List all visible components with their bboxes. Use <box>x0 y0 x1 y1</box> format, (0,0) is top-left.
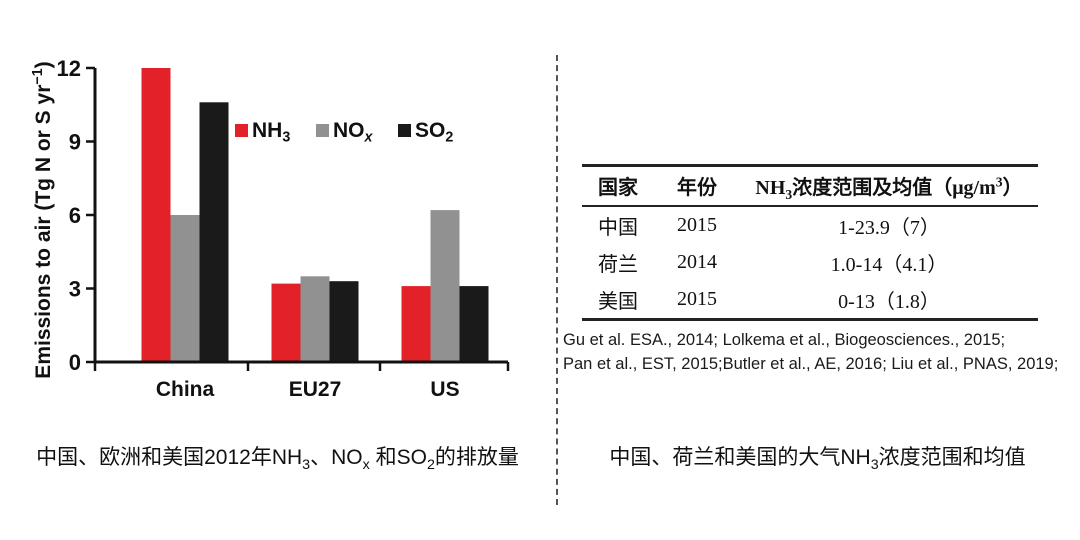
legend-item: NOx <box>316 119 374 146</box>
right-caption: 中国、荷兰和美国的大气NH3浓度范围和均值 <box>609 446 1026 474</box>
table-cell-country: 荷兰 <box>598 254 638 276</box>
table-row: 中国 2015 1-23.9（7） <box>582 206 1038 244</box>
bar-US-1 <box>430 210 460 362</box>
x-category-label: EU27 <box>289 378 342 401</box>
bar-China-2 <box>199 102 229 363</box>
panel-divider <box>556 55 558 505</box>
bar-US-0 <box>401 286 431 363</box>
citation-line: Pan et al., EST, 2015;Butler et al., AE,… <box>563 354 1059 373</box>
table-header-cell-1: 年份 <box>677 177 717 200</box>
concentration-table-panel: 国家 年份 NH3浓度范围及均值（μg/m3） 中国 2015 1-23.9（7） 荷兰 2… <box>582 164 1038 321</box>
bar-US-2 <box>459 286 489 363</box>
table-header-cell-0: 国家 <box>598 177 638 200</box>
table-cell-value: 1-23.9（7） <box>838 216 940 239</box>
table-cell-value: 0-13（1.8） <box>838 291 940 314</box>
bar-EU27-0 <box>271 283 301 362</box>
bar-China-0 <box>141 68 171 362</box>
table-cell-year: 2015 <box>677 213 717 236</box>
left-caption: 中国、欧洲和美国2012年NH3、NOx 和SO2的排放量 <box>36 446 519 474</box>
y-tick-label: 9 <box>69 130 81 155</box>
citation-text: Gu et al. ESA., 2014; Lolkema et al., Bi… <box>563 329 1071 377</box>
table-cell-year: 2014 <box>677 251 717 273</box>
legend-item: NH3 <box>235 119 290 146</box>
table-header-cell-2: NH3浓度范围及均值（μg/m3） <box>755 174 1023 203</box>
legend-swatch <box>398 124 411 137</box>
y-tick-label: 0 <box>69 350 81 375</box>
bar-EU27-1 <box>300 276 330 363</box>
legend-swatch <box>235 124 248 137</box>
table-row: 荷兰 2014 1.0-14（4.1） <box>582 244 1038 282</box>
table-cell-year: 2015 <box>677 288 717 311</box>
bar-EU27-2 <box>329 281 359 362</box>
y-tick-label: 6 <box>69 203 81 228</box>
legend-item: SO2 <box>398 119 453 146</box>
citation-line: Gu et al. ESA., 2014; Lolkema et al., Bi… <box>563 331 1006 349</box>
legend-label: NH3 <box>252 119 290 146</box>
bar-China-1 <box>170 215 200 362</box>
x-category-label: China <box>156 378 215 401</box>
table-header-row: 国家 年份 NH3浓度范围及均值（μg/m3） <box>582 166 1038 206</box>
y-tick-label: 12 <box>57 56 81 81</box>
table-cell-value: 1.0-14（4.1） <box>830 254 948 276</box>
emissions-bar-chart: 0 3 6 9 12 China EU27 US Emissions to air (Tg N … <box>30 56 510 401</box>
y-tick-label: 3 <box>69 277 81 302</box>
y-axis-title: Emissions to air (Tg N or S yr−1) <box>30 61 55 378</box>
table-body: 中国 2015 1-23.9（7） 荷兰 2014 1.0-14（4.1） 美国 2015 0-… <box>582 206 1038 320</box>
emissions-chart-panel: 0 3 6 9 12 China EU27 US Emissions to air (Tg N … <box>30 45 545 413</box>
nh3-concentration-table: 国家 年份 NH3浓度范围及均值（μg/m3） 中国 2015 1-23.9（7） 荷兰 2… <box>582 164 1038 321</box>
table-row: 美国 2015 0-13（1.8） <box>582 282 1038 320</box>
legend-label: SO2 <box>415 119 453 146</box>
legend-label: NOx <box>333 119 374 146</box>
table-cell-country: 中国 <box>598 216 638 239</box>
table-cell-country: 美国 <box>598 291 638 314</box>
legend-swatch <box>316 124 329 137</box>
x-category-label: US <box>430 378 459 401</box>
